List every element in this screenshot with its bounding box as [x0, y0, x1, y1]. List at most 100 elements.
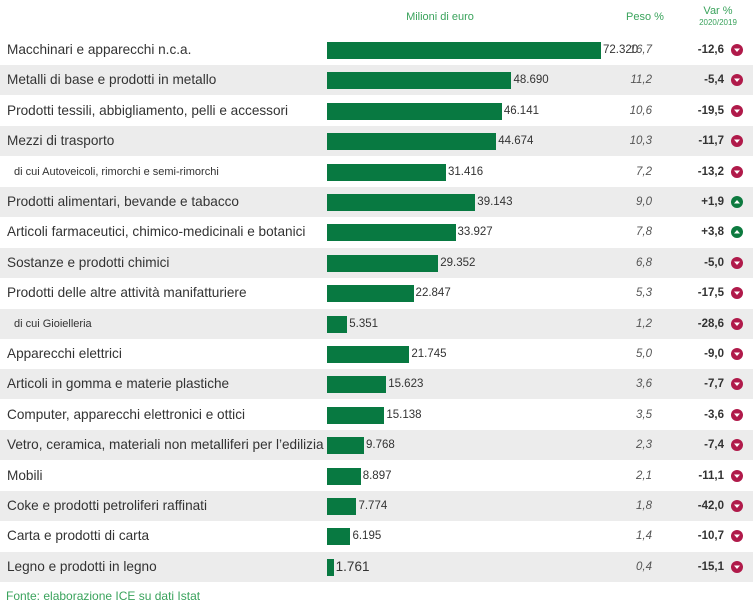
table-row: Mezzi di trasporto 44.674 10,3 -11,7	[0, 126, 753, 157]
down-arrow-icon	[731, 500, 743, 512]
peso-column-header: Peso %	[626, 11, 664, 23]
table-row: Carta e prodotti di carta 6.195 1,4 -10,7	[0, 521, 753, 551]
peso-value: 2,1	[636, 469, 652, 482]
value-label: 46.141	[503, 104, 539, 117]
var-value: -19,5	[697, 104, 724, 117]
down-arrow-icon	[731, 530, 743, 543]
value-label: 44.674	[498, 135, 534, 148]
table-row: Legno e prodotti in legno 1.761 0,4 -15,1	[0, 551, 753, 582]
var-value: -13,2	[697, 165, 724, 178]
down-arrow-icon	[731, 560, 743, 573]
var-value: +3,8	[701, 226, 724, 239]
var-value: -11,1	[698, 469, 724, 482]
value-label: 8.897	[362, 469, 392, 482]
down-arrow-icon	[731, 317, 743, 330]
value-label: 5.351	[349, 317, 379, 330]
down-arrow-icon	[731, 439, 743, 452]
peso-value: 6,8	[636, 256, 652, 269]
var-value: -7,4	[704, 439, 724, 452]
var-value: -15,1	[697, 560, 724, 573]
category-label: Coke e prodotti petroliferi raffinati	[7, 498, 207, 513]
peso-value: 1,2	[636, 317, 652, 330]
bar	[327, 285, 414, 303]
peso-value: 11,2	[630, 74, 652, 87]
value-label: 29.352	[440, 256, 476, 269]
table-row: Macchinari e apparecchi n.c.a. 72.320 16,7…	[0, 35, 753, 65]
table-row: Articoli in gomma e materie plastiche 15.…	[0, 369, 753, 400]
category-label: Carta e prodotti di carta	[7, 528, 150, 544]
bar	[327, 437, 364, 455]
value-label: 31.416	[448, 165, 484, 178]
bar	[327, 194, 476, 211]
down-arrow-icon	[731, 74, 743, 87]
down-arrow-icon	[731, 44, 743, 56]
peso-value: 1,8	[636, 500, 652, 512]
bar	[327, 133, 497, 151]
peso-value: 9,0	[636, 196, 652, 208]
bar	[327, 528, 351, 546]
var-value: -17,5	[697, 287, 724, 300]
var-value: -42,0	[697, 500, 724, 512]
source-note: Fonte: elaborazione ICE su dati Istat	[6, 589, 201, 603]
table-row: Prodotti tessili, abbigliamento, pelli e…	[0, 96, 753, 126]
table-row: di cui Gioielleria 5.351 1,2 -28,6	[0, 308, 753, 339]
var-value: -5,4	[704, 74, 724, 87]
down-arrow-icon	[731, 256, 743, 269]
bar	[327, 42, 601, 59]
peso-value: 7,8	[636, 226, 652, 239]
bar	[327, 315, 348, 333]
value-label: 72.320	[603, 44, 639, 56]
table-row: Prodotti delle altre attività manifattur…	[0, 278, 753, 308]
value-label: 21.745	[411, 348, 447, 360]
var-value: -7,7	[704, 378, 724, 391]
table-row: Vetro, ceramica, materiali non metallife…	[0, 430, 753, 461]
category-label: Macchinari e apparecchi n.c.a.	[7, 42, 192, 57]
category-label: Metalli di base e prodotti in metallo	[7, 72, 217, 88]
peso-value: 3,6	[636, 378, 652, 391]
bar	[327, 558, 334, 576]
down-arrow-icon	[731, 104, 743, 117]
down-arrow-icon	[731, 408, 743, 421]
var-column-header: Var % 2020/2019	[688, 5, 748, 27]
bar	[327, 163, 447, 181]
bar	[327, 102, 502, 120]
var-value: -3,6	[704, 408, 724, 421]
bar	[327, 224, 456, 242]
value-label: 1.761	[335, 558, 370, 574]
bar	[327, 406, 385, 424]
peso-value: 5,0	[636, 348, 652, 360]
peso-value: 10,3	[629, 135, 652, 148]
category-label: Legno e prodotti in legno	[7, 558, 157, 574]
category-label: Articoli in gomma e materie plastiche	[7, 376, 230, 392]
down-arrow-icon	[731, 135, 743, 148]
peso-value: 1,4	[636, 530, 652, 543]
category-label: Computer, apparecchi elettronici e ottic…	[7, 406, 246, 422]
var-header-title: Var %	[703, 5, 733, 17]
var-value: -10,7	[697, 530, 724, 543]
var-value: -5,0	[704, 256, 724, 269]
bar	[327, 376, 387, 394]
peso-value: 3,5	[636, 408, 652, 421]
bar	[327, 498, 357, 515]
value-label: 15.623	[388, 378, 424, 391]
category-label: Prodotti tessili, abbigliamento, pelli e…	[7, 102, 289, 118]
var-value: -28,6	[697, 317, 724, 330]
down-arrow-icon	[731, 378, 743, 391]
bar	[327, 72, 512, 90]
bar	[327, 467, 361, 485]
peso-value: 2,3	[636, 439, 652, 452]
value-label: 6.195	[352, 530, 382, 543]
peso-value: 0,4	[636, 560, 652, 573]
value-label: 22.847	[415, 287, 451, 300]
table-row: Computer, apparecchi elettronici e ottic…	[0, 400, 753, 430]
peso-value: 16,7	[629, 44, 652, 56]
value-label: 33.927	[457, 226, 493, 239]
peso-value: 5,3	[636, 287, 652, 300]
category-label: Sostanze e prodotti chimici	[7, 254, 170, 270]
table-row: Metalli di base e prodotti in metallo 48.…	[0, 65, 753, 96]
up-arrow-icon	[731, 196, 743, 208]
peso-value: 10,6	[629, 104, 652, 117]
down-arrow-icon	[731, 287, 743, 300]
category-label: di cui Autoveicoli, rimorchi e semi-rimo…	[14, 165, 219, 178]
category-label: Vetro, ceramica, materiali non metallife…	[7, 437, 324, 453]
